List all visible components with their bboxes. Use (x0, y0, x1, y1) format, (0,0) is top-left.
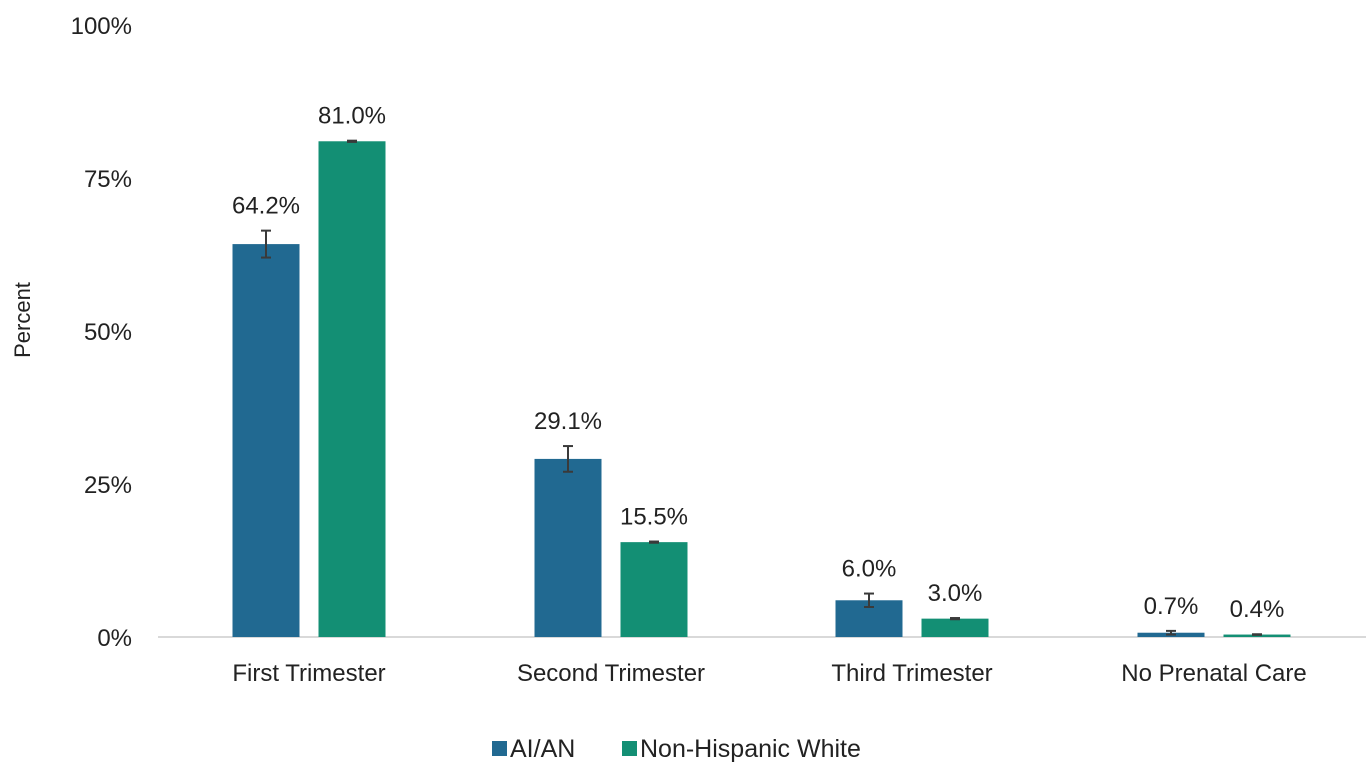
x-category-label: No Prenatal Care (1121, 660, 1306, 687)
error-bar (1166, 629, 1176, 636)
y-tick-label: 50% (84, 319, 132, 346)
y-tick-label: 25% (84, 472, 132, 499)
error-bar (347, 139, 357, 143)
legend-label: AI/AN (510, 735, 575, 763)
bar-ai-an (232, 244, 300, 637)
y-tick-label: 100% (71, 13, 132, 40)
y-tick-label: 0% (97, 625, 132, 652)
x-category-label: Second Trimester (517, 660, 705, 687)
x-category-label: Third Trimester (831, 660, 992, 687)
bar-ai-an (534, 458, 602, 637)
data-label: 0.7% (1144, 593, 1199, 620)
data-label: 6.0% (842, 556, 897, 583)
error-bar (563, 445, 573, 473)
legend-swatch (492, 741, 507, 756)
legend: AI/AN Non-Hispanic White (492, 735, 861, 763)
error-bar (649, 540, 659, 544)
data-label: 0.4% (1230, 596, 1285, 623)
data-label: 64.2% (232, 193, 300, 220)
data-label: 3.0% (928, 580, 983, 607)
bar-non-hispanic-white (921, 618, 989, 637)
bar-non-hispanic-white (318, 141, 386, 637)
legend-swatch (622, 741, 637, 756)
data-label: 15.5% (620, 504, 688, 531)
error-bar (261, 229, 271, 259)
bar-non-hispanic-white (620, 542, 688, 637)
error-bar (864, 592, 874, 609)
error-bar (1252, 633, 1262, 636)
y-axis-label: Percent (10, 282, 35, 358)
legend-label: Non-Hispanic White (640, 735, 861, 763)
y-tick-label: 75% (84, 166, 132, 193)
error-bar (950, 617, 960, 621)
legend-item: Non-Hispanic White (622, 735, 861, 763)
legend-item: AI/AN (492, 735, 575, 763)
data-label: 81.0% (318, 103, 386, 130)
data-label: 29.1% (534, 408, 602, 435)
x-category-label: First Trimester (232, 660, 385, 687)
